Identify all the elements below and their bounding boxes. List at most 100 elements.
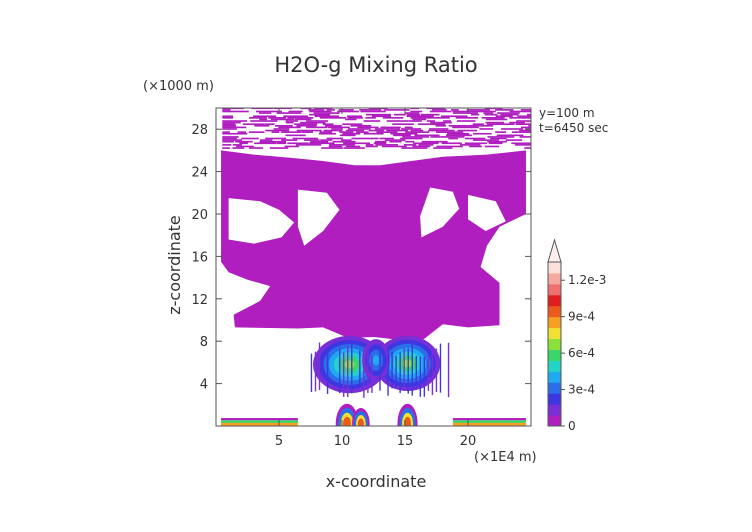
field-streak <box>326 349 329 394</box>
field-patch <box>345 129 365 132</box>
field-patch <box>464 142 487 145</box>
field-patch <box>254 142 277 145</box>
field-patch <box>519 136 531 138</box>
field-patch <box>414 134 440 137</box>
field-patch <box>319 117 347 119</box>
field-patch <box>429 128 449 130</box>
colorbar-swatch <box>548 415 561 427</box>
field-patch <box>524 147 531 149</box>
field-patch <box>365 113 391 116</box>
field-patch <box>259 139 273 141</box>
field-patch <box>232 144 242 146</box>
field-core-ring <box>372 354 380 366</box>
y-tick-label: 20 <box>191 208 208 223</box>
colorbar-swatch <box>548 338 561 350</box>
field-patch <box>273 128 290 130</box>
field-patch <box>222 110 249 113</box>
field-streak <box>435 348 438 392</box>
field-patch <box>321 147 344 149</box>
field-patch <box>457 129 478 132</box>
field-patch <box>472 123 484 126</box>
field-patch <box>516 120 531 122</box>
field-patch <box>222 140 234 143</box>
field-patch <box>412 118 427 121</box>
field-patch <box>281 131 302 133</box>
field-patch <box>365 145 378 148</box>
field-streak <box>379 344 381 391</box>
field-patch <box>519 129 531 132</box>
field-surface-bump <box>403 416 412 426</box>
field-patch <box>347 117 363 119</box>
field-patch <box>313 112 340 114</box>
field-patch <box>435 124 446 127</box>
field-patch <box>314 108 333 110</box>
field-patch <box>497 112 520 114</box>
field-patch <box>448 124 469 127</box>
colorbar-label: 3e-4 <box>568 383 595 397</box>
field-patch <box>495 131 507 133</box>
field-patch <box>360 110 386 113</box>
field-streak <box>415 356 417 390</box>
field-patch <box>222 108 245 110</box>
field-patch <box>296 124 317 127</box>
field-patch <box>455 117 479 119</box>
field-patch <box>326 137 344 140</box>
field-streak <box>395 356 397 388</box>
field-patch <box>382 117 404 119</box>
field-patch <box>304 139 320 141</box>
field-patch <box>365 117 376 119</box>
field-surface-layer <box>221 418 298 421</box>
field-patch <box>287 117 314 119</box>
field-patch <box>254 124 270 127</box>
field-patch <box>487 140 507 143</box>
field-patch <box>342 123 363 126</box>
field-patch <box>309 110 332 113</box>
field-streak <box>427 354 430 391</box>
field-patch <box>278 126 301 129</box>
field-streak <box>423 356 426 397</box>
field-patch <box>324 124 342 127</box>
field-patch <box>239 142 248 145</box>
field-patch <box>345 118 357 121</box>
annotation-t: t=6450 sec <box>539 121 608 135</box>
field-streak <box>367 342 369 393</box>
field-patch <box>222 128 237 130</box>
field-surface-bump <box>343 416 352 426</box>
field-patch <box>402 136 429 138</box>
field-patch <box>222 115 233 118</box>
colorbar-swatch <box>548 327 561 340</box>
x-axis: 5 10 15 20 <box>275 108 476 449</box>
field-patch <box>401 128 422 130</box>
colorbar-swatch <box>548 262 561 274</box>
field-patch <box>393 113 406 116</box>
field-patch <box>342 132 361 135</box>
field-patch <box>490 137 507 140</box>
field-streak <box>391 351 393 389</box>
field-patch <box>222 124 237 127</box>
field-patch <box>322 123 334 126</box>
y-tick-label: 28 <box>191 123 208 138</box>
field-patch <box>509 117 518 119</box>
chart-title: H2O-g Mixing Ratio <box>274 53 477 77</box>
field-patch <box>363 120 381 122</box>
field-patch <box>268 117 287 119</box>
field-streak <box>351 343 353 394</box>
field-patch <box>412 145 431 148</box>
field-patch <box>308 109 325 111</box>
field-patch <box>429 110 452 113</box>
field-patch <box>265 129 290 132</box>
field-gap <box>221 271 244 293</box>
field-patch <box>328 126 350 129</box>
field-patch <box>222 132 248 135</box>
field-patch <box>426 108 445 110</box>
field-patch <box>359 109 382 111</box>
field-patch <box>306 120 329 122</box>
field-patch <box>440 115 468 118</box>
field-patch <box>486 123 515 126</box>
field-patch <box>285 120 299 122</box>
field-patch <box>404 112 420 114</box>
field-patch <box>420 113 440 116</box>
field-surface-bump <box>357 418 364 426</box>
field-patch <box>251 108 274 110</box>
field-streak <box>407 348 409 394</box>
